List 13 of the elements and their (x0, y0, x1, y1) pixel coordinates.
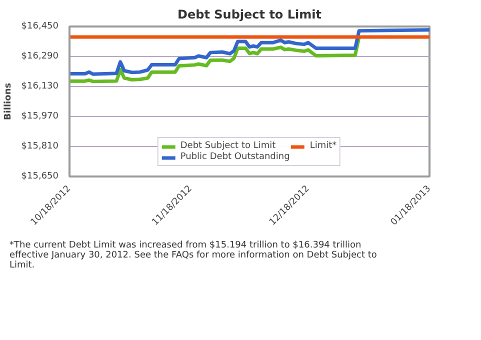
y-tick-label: $15,970 (21, 112, 59, 122)
chart-title: Debt Subject to Limit (178, 8, 322, 22)
y-tick-label: $15,810 (21, 142, 59, 152)
legend-label: Public Debt Outstanding (180, 152, 290, 162)
y-tick-label: $16,290 (21, 52, 59, 62)
y-tick-label: $16,450 (21, 22, 59, 32)
legend-label: Debt Subject to Limit (180, 141, 276, 151)
legend-label: Limit* (310, 141, 337, 151)
line-series (70, 28, 430, 76)
y-axis-title: Billions (3, 82, 14, 120)
text: *The current Debt Limit was increased from $15.194 trillion to $16.394 trillion effective January 30, 2012. See the FAQs for more information on Debt Subject to Limit. (10, 240, 378, 270)
y-tick-label: $15,650 (21, 172, 59, 182)
y-tick-label: $16,130 (21, 82, 59, 92)
